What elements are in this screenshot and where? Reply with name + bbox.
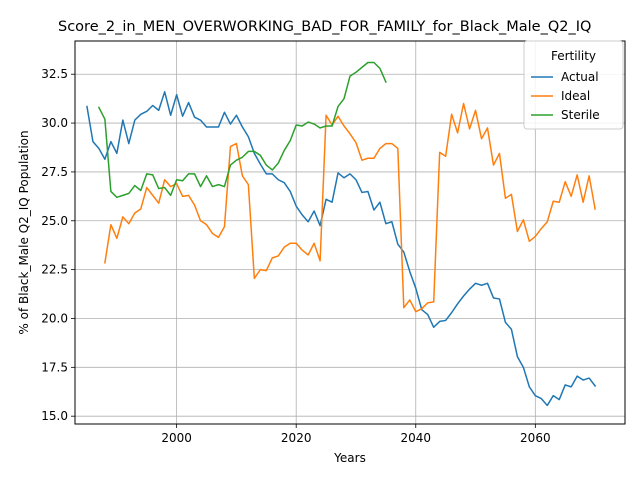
legend-entries: Actual Ideal Sterile (531, 70, 600, 122)
y-tick-label: 27.5 (41, 165, 68, 179)
plot-area-frame (74, 40, 626, 425)
legend-label-actual: Actual (561, 70, 599, 84)
y-tick-label: 30.0 (41, 116, 68, 130)
series-lines (86, 61, 597, 407)
series-line-sterile (97, 61, 387, 199)
chart-title: Score_2_in_MEN_OVERWORKING_BAD_FOR_FAMIL… (58, 19, 591, 35)
axis-ticks: 2000 2020 2040 2060 15.0 17.5 20.0 22.5 25.0 27.5… (41, 67, 550, 445)
series-line-actual (86, 91, 597, 407)
y-tick-label: 17.5 (41, 360, 68, 374)
legend-label-sterile: Sterile (561, 108, 600, 122)
y-tick-label: 25.0 (41, 214, 68, 228)
y-tick-label: 20.0 (41, 311, 68, 325)
x-tick-label: 2040 (400, 431, 431, 445)
x-tick-label: 2060 (520, 431, 551, 445)
series-line-ideal (104, 102, 596, 313)
x-tick-label: 2020 (281, 431, 312, 445)
y-tick-label: 32.5 (41, 67, 68, 81)
legend-title: Fertility (551, 49, 596, 63)
legend-label-ideal: Ideal (561, 89, 590, 103)
y-tick-label: 22.5 (41, 263, 68, 277)
legend: Fertility Actual Ideal Sterile (523, 40, 624, 130)
legend-box (523, 40, 624, 130)
x-axis-title: Years (333, 451, 366, 465)
y-axis-title: % of Black_Male Q2_IQ Population (17, 130, 31, 334)
x-tick-label: 2000 (161, 431, 192, 445)
y-tick-label: 15.0 (41, 409, 68, 423)
